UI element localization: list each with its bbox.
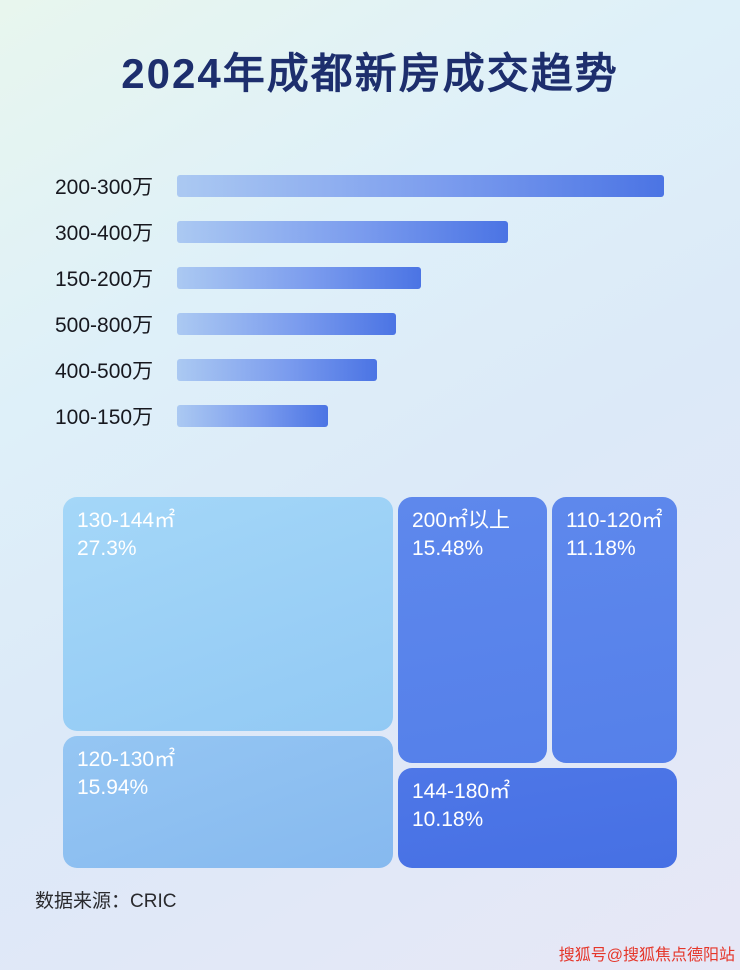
treemap-block-144-180: 144-180㎡ 10.18% — [398, 768, 677, 868]
treemap-block-200-plus: 200㎡以上 15.48% — [398, 497, 547, 763]
treemap-block-value: 15.48% — [412, 537, 484, 561]
treemap-block-label: 120-130㎡ — [77, 748, 176, 771]
bar-track — [177, 221, 664, 243]
bar-category-label: 500-800万 — [55, 314, 154, 337]
bar-row: 500-800万 — [55, 312, 685, 337]
bar-category-label: 400-500万 — [55, 360, 154, 383]
bar-category-label: 150-200万 — [55, 268, 154, 291]
treemap-block-label: 200㎡以上 — [412, 509, 511, 532]
bar-category-label: 300-400万 — [55, 222, 154, 245]
treemap-block-label: 130-144㎡ — [77, 509, 176, 532]
treemap-block-label: 144-180㎡ — [412, 780, 511, 803]
treemap-block-value: 15.94% — [77, 776, 149, 800]
bar-track — [177, 313, 664, 335]
bar-track — [177, 175, 664, 197]
bar — [177, 267, 421, 289]
treemap-block-value: 10.18% — [412, 808, 484, 832]
bar — [177, 221, 509, 243]
bar-category-label: 200-300万 — [55, 176, 154, 199]
treemap-block-110-120: 110-120㎡ 11.18% — [552, 497, 677, 763]
bar — [177, 313, 397, 335]
bar-track — [177, 267, 664, 289]
bar-row: 150-200万 — [55, 266, 685, 291]
bar-track — [177, 359, 664, 381]
treemap-block-120-130: 120-130㎡ 15.94% — [63, 736, 393, 868]
bar — [177, 405, 328, 427]
bar-category-label: 100-150万 — [55, 406, 154, 429]
bar-track — [177, 405, 664, 427]
bar-row: 100-150万 — [55, 404, 685, 429]
bar-row: 300-400万 — [55, 220, 685, 245]
bar-row: 400-500万 — [55, 358, 685, 383]
treemap-block-130-144: 130-144㎡ 27.3% — [63, 497, 393, 731]
treemap-block-label: 110-120㎡ — [566, 509, 663, 532]
data-source-label: 数据来源：CRIC — [35, 891, 177, 912]
bar-row: 200-300万 — [55, 174, 685, 199]
treemap-block-value: 27.3% — [77, 537, 137, 561]
page-title: 2024年成都新房成交趋势 — [121, 50, 619, 97]
treemap-block-value: 11.18% — [566, 537, 636, 561]
watermark-text: 搜狐号@搜狐焦点德阳站 — [558, 947, 735, 964]
area-range-treemap: 130-144㎡ 27.3% 200㎡以上 15.48% 110-120㎡ 11… — [63, 497, 677, 868]
bar — [177, 175, 664, 197]
bar — [177, 359, 377, 381]
price-range-bar-chart: 200-300万 300-400万 150-200万 500-800万 400-500万… — [55, 174, 685, 450]
